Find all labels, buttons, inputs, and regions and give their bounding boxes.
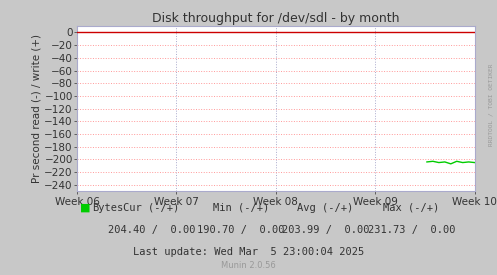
Text: Last update: Wed Mar  5 23:00:04 2025: Last update: Wed Mar 5 23:00:04 2025	[133, 247, 364, 257]
Text: 190.70 /  0.00: 190.70 / 0.00	[197, 225, 285, 235]
Y-axis label: Pr second read (-) / write (+): Pr second read (-) / write (+)	[32, 34, 42, 183]
Text: Cur (-/+): Cur (-/+)	[123, 203, 180, 213]
Text: Munin 2.0.56: Munin 2.0.56	[221, 261, 276, 270]
Text: Avg (-/+): Avg (-/+)	[297, 203, 354, 213]
Text: ■: ■	[80, 203, 90, 213]
Text: Max (-/+): Max (-/+)	[383, 203, 440, 213]
Text: RRDTOOL / TOBI OETIKER: RRDTOOL / TOBI OETIKER	[489, 63, 494, 146]
Text: 204.40 /  0.00: 204.40 / 0.00	[108, 225, 195, 235]
Title: Disk throughput for /dev/sdl - by month: Disk throughput for /dev/sdl - by month	[152, 12, 400, 25]
Text: Min (-/+): Min (-/+)	[213, 203, 269, 213]
Text: Bytes: Bytes	[92, 203, 123, 213]
Text: 231.73 /  0.00: 231.73 / 0.00	[368, 225, 455, 235]
Text: 203.99 /  0.00: 203.99 / 0.00	[282, 225, 369, 235]
